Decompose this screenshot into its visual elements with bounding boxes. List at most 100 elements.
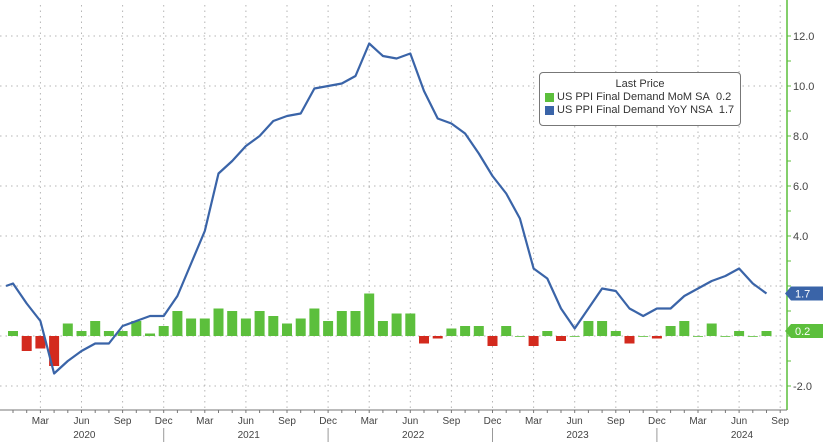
legend-value-yoy: 1.7 xyxy=(718,104,735,116)
legend-label-mom: US PPI Final Demand MoM SA xyxy=(557,91,710,103)
x-month-label: Dec xyxy=(484,416,502,427)
y-tick-label: 6.0 xyxy=(793,181,808,193)
mom-bar xyxy=(364,293,375,336)
x-month-label: Mar xyxy=(689,416,707,427)
mom-bar xyxy=(227,311,238,336)
mom-bar xyxy=(473,326,484,336)
mom-bar xyxy=(487,336,498,346)
mom-bar xyxy=(583,321,594,336)
mom-bar xyxy=(186,318,197,336)
mom-bar xyxy=(761,331,772,336)
x-month-label: Sep xyxy=(278,416,296,427)
mom-bar xyxy=(432,336,443,339)
mom-bar xyxy=(665,326,676,336)
x-month-label: Sep xyxy=(771,416,789,427)
mom-bar xyxy=(419,336,429,344)
yoy-last-tag-label: 1.7 xyxy=(795,289,810,301)
legend-item-mom: US PPI Final Demand MoM SA 0.2 xyxy=(545,91,740,103)
mom-bar xyxy=(720,336,731,337)
mom-bar xyxy=(460,326,471,336)
x-month-label: Jun xyxy=(238,416,254,427)
mom-bar xyxy=(21,336,32,351)
mom-bar xyxy=(624,336,635,344)
x-year-label: 2021 xyxy=(238,430,261,441)
mom-last-tag xyxy=(785,324,823,338)
mom-bar xyxy=(35,336,46,349)
yoy-line xyxy=(5,42,768,375)
mom-bar xyxy=(350,311,361,336)
mom-bar xyxy=(556,336,566,341)
mom-bar xyxy=(610,331,621,336)
mom-bar xyxy=(49,336,60,366)
mom-bar xyxy=(103,331,114,336)
mom-bar xyxy=(158,326,169,336)
yoy-last-tag xyxy=(785,286,823,301)
mom-bar xyxy=(528,336,539,346)
mom-bar xyxy=(391,313,402,336)
legend-label-yoy: US PPI Final Demand YoY NSA xyxy=(557,104,713,116)
mom-bar xyxy=(514,336,525,337)
legend-swatch-yoy xyxy=(545,105,554,115)
x-month-label: Sep xyxy=(114,416,132,427)
mom-bar xyxy=(172,311,183,336)
mom-bar xyxy=(213,308,224,336)
mom-bar xyxy=(240,318,251,336)
mom-bar xyxy=(377,321,388,336)
x-month-label: Jun xyxy=(73,416,89,427)
mom-bar xyxy=(405,313,416,336)
x-year-label: 2022 xyxy=(402,430,425,441)
mom-bar xyxy=(76,331,87,336)
x-month-label: Sep xyxy=(443,416,461,427)
mom-bar xyxy=(145,333,155,336)
mom-bar xyxy=(336,311,347,336)
legend: Last Price US PPI Final Demand MoM SA 0.… xyxy=(539,72,741,126)
mom-bar xyxy=(638,336,649,337)
mom-bar xyxy=(693,336,703,337)
x-month-label: Mar xyxy=(196,416,214,427)
x-month-label: Dec xyxy=(155,416,173,427)
x-month-label: Mar xyxy=(361,416,379,427)
mom-bar xyxy=(282,323,292,336)
mom-bar xyxy=(90,321,101,336)
y-tick-label: 4.0 xyxy=(793,231,808,243)
mom-bar xyxy=(706,323,717,336)
x-year-label: 2020 xyxy=(73,430,96,441)
legend-swatch-mom xyxy=(545,92,554,102)
mom-bar xyxy=(309,308,320,336)
y-tick-label: 8.0 xyxy=(793,131,808,143)
x-month-label: Jun xyxy=(402,416,418,427)
mom-bar xyxy=(597,321,608,336)
mom-bar xyxy=(8,331,18,336)
mom-last-tag-label: 0.2 xyxy=(795,326,810,338)
legend-value-mom: 0.2 xyxy=(715,91,732,103)
mom-bar xyxy=(446,328,457,336)
legend-title: Last Price xyxy=(615,78,665,90)
mom-bar xyxy=(254,311,265,336)
mom-bar xyxy=(542,331,553,336)
x-month-label: Jun xyxy=(731,416,747,427)
mom-bar xyxy=(62,323,73,336)
mom-bar xyxy=(323,321,334,336)
x-month-label: Mar xyxy=(525,416,543,427)
mom-bar xyxy=(295,318,306,336)
mom-bar xyxy=(569,336,580,337)
mom-bar xyxy=(131,321,142,336)
mom-bar xyxy=(734,331,745,336)
y-tick-label: 12.0 xyxy=(793,31,814,43)
legend-item-yoy: US PPI Final Demand YoY NSA 1.7 xyxy=(545,104,740,116)
y-tick-label: 10.0 xyxy=(793,81,814,93)
mom-bar xyxy=(679,321,690,336)
mom-bar xyxy=(199,318,210,336)
mom-bar xyxy=(747,336,758,337)
x-month-label: Mar xyxy=(32,416,50,427)
mom-bar xyxy=(501,326,512,336)
mom-bar xyxy=(268,316,279,336)
mom-bar xyxy=(651,336,662,339)
y-tick-label: -2.0 xyxy=(793,381,812,393)
x-month-label: Sep xyxy=(607,416,625,427)
x-month-label: Jun xyxy=(567,416,583,427)
x-year-label: 2023 xyxy=(566,430,589,441)
x-month-label: Dec xyxy=(648,416,666,427)
